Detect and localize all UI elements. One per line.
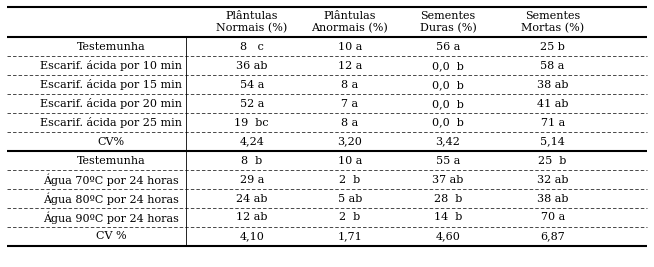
- Text: Água 90ºC por 24 horas: Água 90ºC por 24 horas: [43, 211, 179, 224]
- Text: 4,10: 4,10: [239, 231, 264, 241]
- Text: 37 ab: 37 ab: [432, 175, 464, 184]
- Text: 8 a: 8 a: [341, 80, 358, 90]
- Text: 14  b: 14 b: [434, 213, 462, 222]
- Text: 3,20: 3,20: [337, 137, 362, 147]
- Text: Testemunha: Testemunha: [77, 42, 146, 52]
- Text: 5 ab: 5 ab: [337, 194, 362, 203]
- Text: 2  b: 2 b: [339, 213, 360, 222]
- Text: Água 80ºC por 24 horas: Água 80ºC por 24 horas: [43, 192, 179, 205]
- Text: 8   c: 8 c: [240, 42, 264, 52]
- Text: 54 a: 54 a: [239, 80, 264, 90]
- Text: 52 a: 52 a: [239, 99, 264, 109]
- Text: Sementes
Mortas (%): Sementes Mortas (%): [521, 11, 584, 33]
- Text: 2  b: 2 b: [339, 175, 360, 184]
- Text: 6,87: 6,87: [540, 231, 565, 241]
- Text: 19  bc: 19 bc: [235, 118, 269, 128]
- Text: 29 a: 29 a: [239, 175, 264, 184]
- Text: 4,60: 4,60: [436, 231, 460, 241]
- Text: Testemunha: Testemunha: [77, 156, 146, 166]
- Text: 4,24: 4,24: [239, 137, 264, 147]
- Text: 55 a: 55 a: [436, 156, 460, 166]
- Text: 24 ab: 24 ab: [236, 194, 267, 203]
- Text: 25 b: 25 b: [540, 42, 565, 52]
- Text: 58 a: 58 a: [540, 61, 565, 71]
- Text: 0,0  b: 0,0 b: [432, 80, 464, 90]
- Text: 70 a: 70 a: [540, 213, 565, 222]
- Text: CV %: CV %: [96, 231, 126, 241]
- Text: Plântulas
Anormais (%): Plântulas Anormais (%): [311, 11, 388, 33]
- Text: 28  b: 28 b: [434, 194, 462, 203]
- Text: 25  b: 25 b: [538, 156, 567, 166]
- Text: CV%: CV%: [97, 137, 125, 147]
- Text: 1,71: 1,71: [337, 231, 362, 241]
- Text: Escarif. ácida por 25 min: Escarif. ácida por 25 min: [40, 117, 182, 128]
- Text: Escarif. ácida por 20 min: Escarif. ácida por 20 min: [40, 98, 182, 109]
- Text: Escarif. ácida por 10 min: Escarif. ácida por 10 min: [40, 60, 182, 71]
- Text: 0,0  b: 0,0 b: [432, 61, 464, 71]
- Text: 3,42: 3,42: [436, 137, 460, 147]
- Text: 41 ab: 41 ab: [537, 99, 568, 109]
- Text: Escarif. ácida por 15 min: Escarif. ácida por 15 min: [40, 79, 182, 90]
- Text: Sementes
Duras (%): Sementes Duras (%): [420, 11, 476, 33]
- Text: 7 a: 7 a: [341, 99, 358, 109]
- Text: 32 ab: 32 ab: [537, 175, 568, 184]
- Text: 10 a: 10 a: [337, 42, 362, 52]
- Text: 10 a: 10 a: [337, 156, 362, 166]
- Text: 5,14: 5,14: [540, 137, 565, 147]
- Text: Plântulas
Normais (%): Plântulas Normais (%): [216, 11, 287, 33]
- Text: 38 ab: 38 ab: [537, 80, 568, 90]
- Text: 36 ab: 36 ab: [236, 61, 267, 71]
- Text: 56 a: 56 a: [436, 42, 460, 52]
- Text: 71 a: 71 a: [540, 118, 565, 128]
- Text: 12 a: 12 a: [337, 61, 362, 71]
- Text: 0,0  b: 0,0 b: [432, 118, 464, 128]
- Text: 8  b: 8 b: [241, 156, 262, 166]
- Text: 8 a: 8 a: [341, 118, 358, 128]
- Text: 12 ab: 12 ab: [236, 213, 267, 222]
- Text: 38 ab: 38 ab: [537, 194, 568, 203]
- Text: 0,0  b: 0,0 b: [432, 99, 464, 109]
- Text: Água 70ºC por 24 horas: Água 70ºC por 24 horas: [43, 173, 179, 186]
